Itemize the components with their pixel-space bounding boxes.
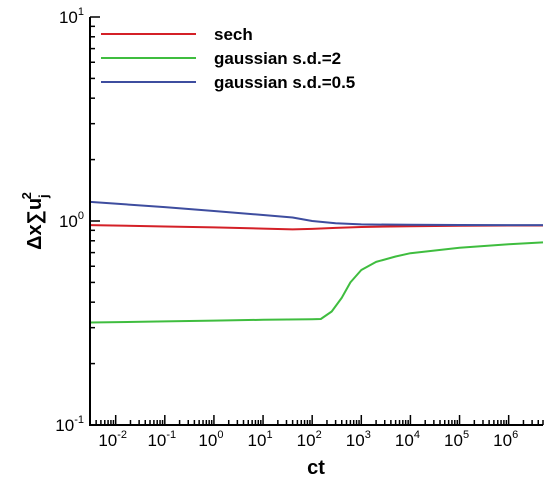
series-line-2 xyxy=(89,241,544,324)
legend: sech gaussian s.d.=2 gaussian s.d.=0.5 xyxy=(101,25,355,92)
y-axis-title-superscript: 2 xyxy=(19,192,34,199)
legend-label: gaussian s.d.=0.5 xyxy=(214,73,355,92)
y-axis-title-base: Δx∑u xyxy=(24,198,46,250)
x-tick-label: 10-1 xyxy=(147,429,176,450)
x-tick-label: 103 xyxy=(346,429,371,450)
legend-label: sech xyxy=(214,25,253,44)
x-tick-label: 102 xyxy=(297,429,322,450)
y-tick-label: 101 xyxy=(59,6,84,27)
x-tick-label: 101 xyxy=(248,429,273,450)
series-lines xyxy=(89,200,544,324)
tick-labels: 10-2 10-1 100 101 102 103 104 105 106 10-1 100 101 xyxy=(55,6,518,450)
svg-text:Δx∑uj2: Δx∑uj2 xyxy=(19,192,51,250)
x-tick-label: 100 xyxy=(198,429,223,450)
y-axis-title: Δx∑uj2 xyxy=(19,192,51,250)
x-tick-label: 105 xyxy=(444,429,469,450)
y-axis-title-subscript: j xyxy=(36,194,51,199)
legend-label: gaussian s.d.=2 xyxy=(214,49,341,68)
series-line-3 xyxy=(89,200,543,227)
y-tick-label: 100 xyxy=(59,210,84,231)
x-tick-label: 104 xyxy=(395,429,420,450)
y-tick-label: 10-1 xyxy=(55,414,84,435)
x-axis-title: ct xyxy=(307,457,325,479)
x-tick-label: 106 xyxy=(493,429,518,450)
x-tick-label: 10-2 xyxy=(98,429,127,450)
